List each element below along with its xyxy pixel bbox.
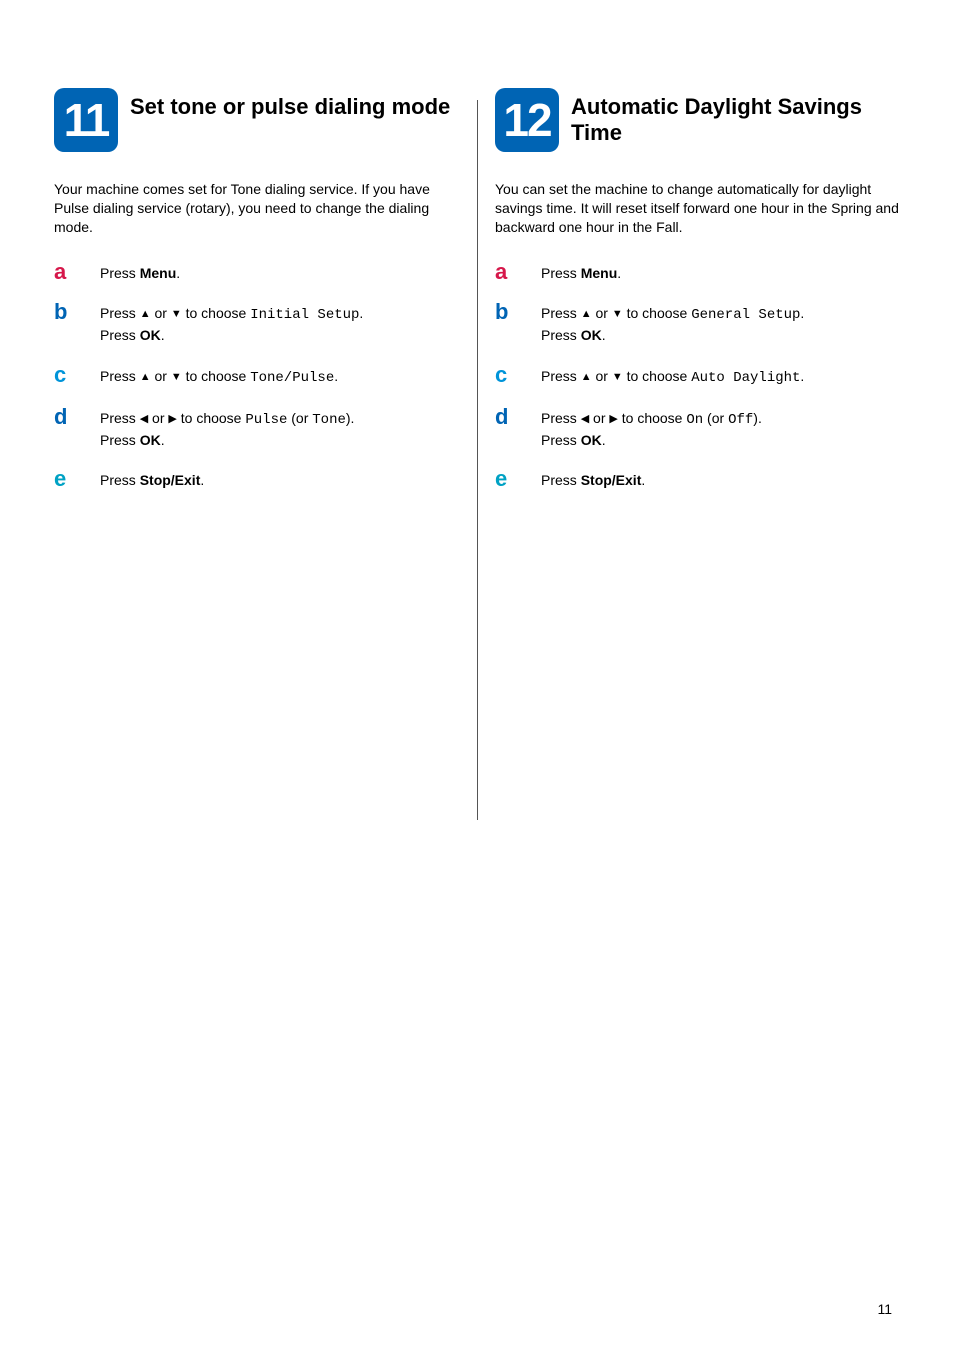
step-c: c Press ▲ or ▼ to choose Tone/Pulse. [54, 364, 459, 388]
step-letter: e [54, 468, 76, 490]
step-number-badge: 11 [54, 88, 118, 152]
step-letter: d [495, 406, 517, 428]
step-letter: c [495, 364, 517, 386]
step-e: e Press Stop/Exit. [54, 468, 459, 490]
intro-text: You can set the machine to change automa… [495, 180, 900, 237]
step-letter: b [495, 301, 517, 323]
step-letter: e [495, 468, 517, 490]
page: 11 Set tone or pulse dialing mode Your m… [0, 0, 954, 531]
step-number-badge: 12 [495, 88, 559, 152]
column-divider [477, 100, 478, 820]
step-letter: c [54, 364, 76, 386]
section-head-11: 11 Set tone or pulse dialing mode [54, 88, 459, 160]
step-text: Press ▲ or ▼ to choose Initial Setup.Pre… [100, 301, 363, 346]
step-a: a Press Menu. [54, 261, 459, 283]
step-text: Press ▲ or ▼ to choose Tone/Pulse. [100, 364, 338, 388]
step-e: e Press Stop/Exit. [495, 468, 900, 490]
step-letter: d [54, 406, 76, 428]
step-letter: a [54, 261, 76, 283]
steps-list: a Press Menu. b Press ▲ or ▼ to choose Gen… [495, 261, 900, 491]
step-d: d Press ◀ or ▶ to choose Pulse (or Tone).… [54, 406, 459, 451]
left-column: 11 Set tone or pulse dialing mode Your m… [54, 88, 477, 491]
steps-list: a Press Menu. b Press ▲ or ▼ to choose Ini… [54, 261, 459, 491]
step-number: 11 [64, 97, 109, 143]
step-text: Press ▲ or ▼ to choose General Setup.Pre… [541, 301, 804, 346]
step-text: Press ▲ or ▼ to choose Auto Daylight. [541, 364, 804, 388]
step-text: Press ◀ or ▶ to choose Pulse (or Tone).P… [100, 406, 354, 451]
step-letter: b [54, 301, 76, 323]
step-b: b Press ▲ or ▼ to choose Initial Setup.Pr… [54, 301, 459, 346]
section-title: Set tone or pulse dialing mode [130, 88, 450, 120]
page-number: 11 [877, 1301, 892, 1317]
step-text: Press Menu. [100, 261, 180, 283]
step-b: b Press ▲ or ▼ to choose General Setup.Pr… [495, 301, 900, 346]
step-text: Press Stop/Exit. [541, 468, 645, 490]
step-d: d Press ◀ or ▶ to choose On (or Off).Pres… [495, 406, 900, 451]
step-text: Press Menu. [541, 261, 621, 283]
step-c: c Press ▲ or ▼ to choose Auto Daylight. [495, 364, 900, 388]
step-text: Press ◀ or ▶ to choose On (or Off).Press… [541, 406, 762, 451]
step-letter: a [495, 261, 517, 283]
section-title: Automatic Daylight Savings Time [571, 88, 900, 147]
section-head-12: 12 Automatic Daylight Savings Time [495, 88, 900, 160]
step-text: Press Stop/Exit. [100, 468, 204, 490]
intro-text: Your machine comes set for Tone dialing … [54, 180, 459, 237]
right-column: 12 Automatic Daylight Savings Time You c… [477, 88, 900, 491]
step-a: a Press Menu. [495, 261, 900, 283]
step-number: 12 [503, 97, 550, 143]
